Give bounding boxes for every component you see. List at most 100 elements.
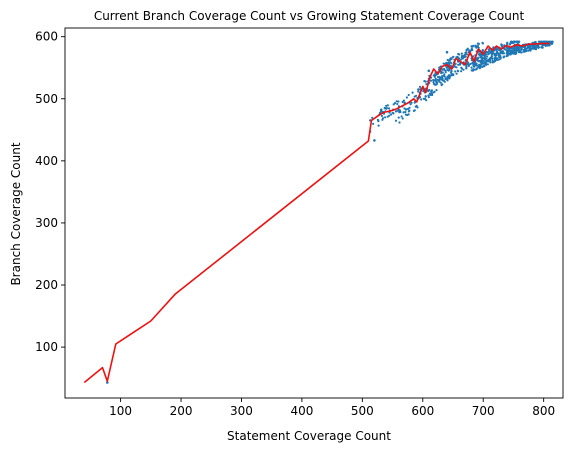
- scatter-point: [446, 78, 449, 81]
- y-axis-label: Branch Coverage Count: [9, 142, 23, 285]
- scatter-point: [431, 93, 434, 97]
- scatter-point: [462, 68, 465, 71]
- scatter-point: [442, 62, 445, 65]
- scatter-point: [522, 49, 525, 52]
- scatter-point: [477, 59, 480, 62]
- scatter-point: [435, 81, 438, 84]
- scatter-point: [390, 113, 393, 116]
- x-tick-label: 500: [351, 404, 374, 418]
- scatter-point: [499, 54, 502, 57]
- scatter-point: [544, 40, 547, 43]
- x-tick-label: 300: [230, 404, 253, 418]
- scatter-point: [534, 47, 537, 50]
- scatter-point: [438, 80, 441, 83]
- scatter-point: [465, 51, 468, 54]
- scatter-point: [475, 68, 478, 71]
- scatter-point: [469, 62, 472, 66]
- scatter-point: [434, 79, 437, 82]
- x-tick-label: 800: [532, 404, 555, 418]
- scatter-point: [402, 99, 405, 102]
- scatter-point: [106, 381, 109, 384]
- scatter-point: [502, 52, 506, 55]
- scatter-point: [499, 57, 502, 60]
- scatter-point: [528, 44, 531, 48]
- scatter-point: [443, 68, 446, 71]
- scatter-point: [407, 113, 410, 116]
- scatter-point: [457, 56, 460, 59]
- scatter-point: [488, 49, 491, 53]
- scatter-point: [515, 50, 518, 54]
- scatter-point: [476, 42, 479, 45]
- scatter-point: [510, 40, 513, 43]
- scatter-point: [413, 95, 416, 98]
- scatter-point: [460, 70, 463, 73]
- scatter-point: [434, 73, 437, 77]
- scatter-point: [424, 80, 427, 83]
- scatter-point: [452, 73, 455, 76]
- scatter-point: [463, 54, 466, 57]
- scatter-point: [477, 56, 480, 59]
- scatter-point: [418, 85, 422, 88]
- scatter-point: [470, 45, 473, 48]
- scatter-point: [489, 51, 492, 54]
- scatter-point: [525, 49, 528, 53]
- scatter-point: [495, 52, 498, 55]
- scatter-point: [479, 61, 482, 64]
- scatter-point: [395, 100, 398, 103]
- scatter-point: [481, 49, 484, 52]
- scatter-point: [427, 69, 431, 73]
- scatter-point: [475, 62, 478, 65]
- scatter-point: [398, 109, 401, 112]
- scatter-point: [518, 50, 522, 53]
- y-tick-label: 100: [35, 340, 58, 354]
- y-tick-label: 200: [35, 278, 58, 292]
- scatter-point: [448, 62, 451, 66]
- scatter-point: [511, 52, 515, 55]
- scatter-point: [498, 48, 501, 52]
- scatter-point: [412, 109, 416, 112]
- scatter-point: [417, 88, 420, 91]
- scatter-point: [451, 56, 454, 59]
- scatter-point: [426, 89, 430, 92]
- scatter-point: [381, 118, 384, 121]
- axes: 100 200 300 400 500 600 700 800 100 200 300 400 500 6…: [35, 27, 564, 418]
- scatter-point: [383, 106, 386, 109]
- scatter-point: [429, 79, 433, 82]
- x-tick-label: 400: [290, 404, 313, 418]
- scatter-point: [530, 47, 533, 50]
- scatter-point: [422, 90, 425, 93]
- scatter-point: [438, 66, 441, 69]
- scatter-point: [484, 57, 487, 60]
- scatter-point: [501, 50, 504, 53]
- scatter-point: [494, 56, 497, 59]
- scatter-point: [512, 48, 515, 51]
- scatter-point: [486, 60, 490, 63]
- scatter-point: [401, 117, 404, 120]
- scatter-point: [440, 78, 443, 81]
- plot-area: [83, 40, 554, 384]
- scatter-point: [490, 53, 494, 56]
- scatter-point: [427, 94, 430, 97]
- series-line: [83, 42, 550, 384]
- scatter-point: [444, 77, 447, 80]
- x-tick-label: 100: [109, 404, 132, 418]
- scatter-point: [472, 69, 475, 72]
- scatter-point: [454, 62, 457, 65]
- scatter-point: [392, 112, 395, 115]
- scatter-point: [489, 56, 493, 60]
- scatter-point: [404, 108, 408, 111]
- scatter-point: [518, 40, 521, 43]
- scatter-point: [507, 47, 510, 50]
- scatter-point: [441, 76, 444, 79]
- scatter-point: [505, 49, 508, 52]
- scatter-point: [449, 57, 452, 60]
- x-axis-label: Statement Coverage Count: [227, 429, 391, 443]
- scatter-point: [420, 98, 423, 101]
- scatter-point: [436, 78, 439, 81]
- scatter-point: [411, 91, 414, 94]
- scatter-point: [493, 60, 496, 63]
- scatter-point: [527, 46, 530, 49]
- scatter-point: [409, 103, 412, 106]
- scatter-point: [541, 44, 544, 47]
- scatter-point: [423, 97, 426, 100]
